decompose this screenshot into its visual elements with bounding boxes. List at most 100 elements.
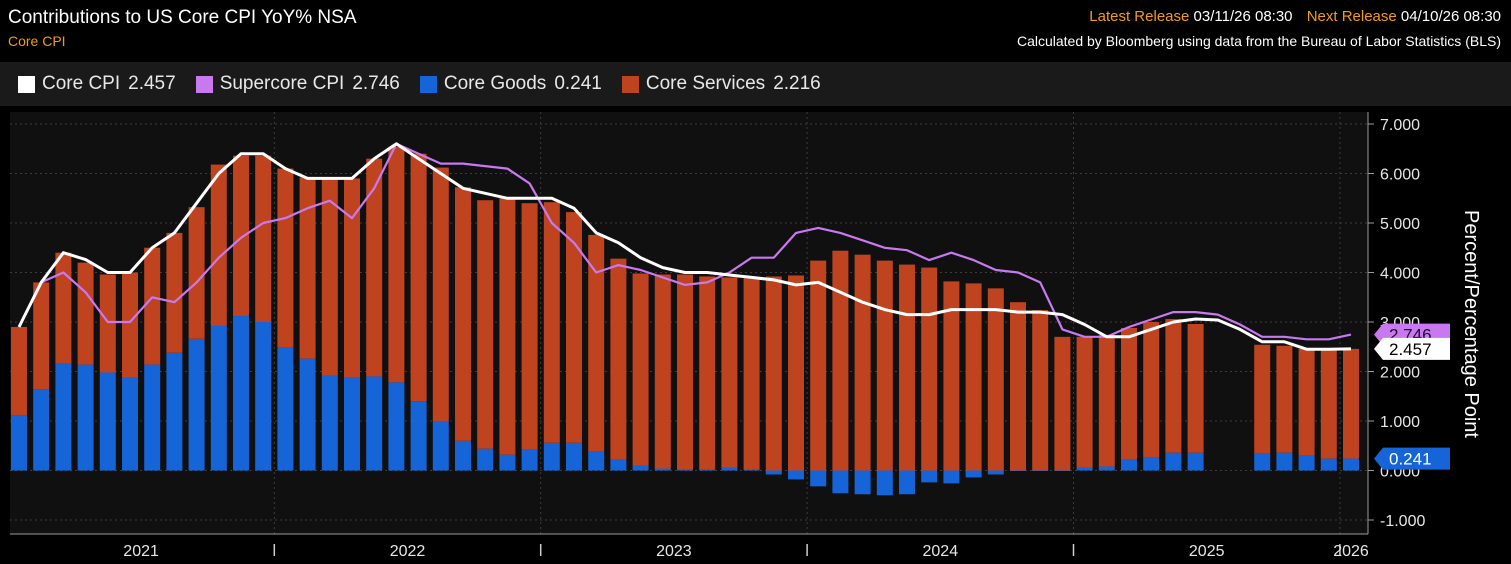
bar-core-goods — [543, 442, 560, 471]
bar-core-services — [854, 254, 871, 471]
bar-core-services — [1032, 310, 1049, 471]
bar-core-services — [566, 212, 582, 443]
bar-core-services — [477, 200, 494, 449]
legend-label: Core Goods — [443, 73, 547, 94]
bar-core-goods — [765, 470, 782, 475]
bar-core-services — [765, 276, 782, 471]
y-tick-label: 2.000 — [1380, 365, 1420, 382]
y-tick-label: 5.000 — [1380, 216, 1420, 233]
bar-core-services — [543, 202, 560, 443]
bar-core-goods — [99, 372, 116, 471]
bar-core-services — [499, 198, 516, 455]
bar-core-services — [810, 260, 827, 471]
next-release-value: 04/10/26 08:30 — [1400, 8, 1501, 25]
legend-label: Core Services — [645, 73, 766, 94]
bar-core-goods — [299, 358, 316, 471]
bar-core-goods — [832, 470, 849, 494]
legend-item-core-goods[interactable]: Core Goods 0.241 — [419, 73, 602, 95]
legend-item-supercore-cpi[interactable]: Supercore CPI 2.746 — [195, 73, 400, 95]
bar-core-goods — [277, 347, 294, 471]
bar-core-goods — [321, 375, 338, 471]
bar-core-services — [943, 281, 960, 471]
y-axis-label: Percent/Percentage Point — [1460, 210, 1482, 438]
bar-core-services — [255, 155, 272, 322]
bar-core-goods — [965, 470, 982, 478]
bar-core-goods — [632, 465, 649, 471]
bar-core-services — [122, 272, 138, 378]
bar-core-services — [1276, 345, 1293, 453]
bar-core-services — [1054, 336, 1071, 471]
bar-core-services — [965, 283, 982, 471]
bar-core-services — [921, 267, 938, 471]
line-core-cpi — [17, 142, 1352, 351]
bar-core-goods — [1343, 458, 1359, 471]
bar-core-goods — [33, 389, 50, 471]
bar-core-services — [788, 275, 804, 471]
bar-core-services — [987, 288, 1004, 471]
bar-core-goods — [521, 449, 538, 471]
bar-core-services — [432, 167, 449, 421]
end-label-tag — [1374, 447, 1450, 470]
bar-core-goods — [743, 469, 760, 471]
bar-core-goods — [610, 459, 627, 471]
bar-core-goods — [55, 363, 72, 471]
bar-core-services — [277, 168, 294, 348]
bar-core-services — [876, 260, 893, 471]
legend-swatch — [621, 75, 639, 93]
latest-release-label: Latest Release — [1089, 8, 1190, 25]
bar-core-goods — [410, 401, 427, 471]
bar-core-goods — [166, 352, 183, 471]
bar-core-goods — [566, 442, 582, 471]
bar-core-services — [1343, 348, 1359, 459]
bar-core-goods — [477, 448, 494, 471]
bar-core-services — [743, 277, 760, 470]
bar-core-services — [1076, 336, 1093, 468]
bar-core-services — [299, 177, 316, 359]
bar-core-goods — [721, 467, 738, 471]
bar-core-services — [144, 247, 161, 365]
bar-core-goods — [210, 325, 227, 471]
bar-core-goods — [188, 338, 205, 471]
bar-core-goods — [255, 322, 272, 471]
bar-core-goods — [366, 376, 383, 471]
bar-core-goods — [1320, 458, 1337, 471]
legend-value: 2.216 — [773, 73, 821, 94]
bar-core-services — [1010, 302, 1026, 471]
bar-core-services — [699, 276, 716, 470]
legend-value: 2.457 — [128, 73, 176, 94]
x-tick-label: 2024 — [923, 543, 959, 560]
y-tick-label: 1.000 — [1380, 414, 1420, 431]
bar-core-goods — [1298, 455, 1315, 471]
bar-core-goods — [233, 316, 249, 471]
bar-core-services — [188, 207, 205, 339]
bar-core-services — [366, 158, 383, 377]
bar-core-services — [455, 187, 471, 441]
bar-core-goods — [921, 470, 938, 483]
bar-core-services — [677, 274, 693, 470]
bar-core-goods — [499, 454, 516, 471]
bar-core-services — [33, 282, 50, 390]
source-note: Calculated by Bloomberg using data from … — [1016, 33, 1501, 49]
bar-core-goods — [943, 470, 960, 484]
bar-core-services — [11, 326, 27, 416]
bar-core-goods — [1032, 470, 1049, 471]
bar-core-goods — [455, 440, 471, 471]
bar-core-goods — [1054, 470, 1071, 471]
bar-core-goods — [788, 470, 804, 480]
bar-core-goods — [1276, 452, 1293, 471]
y-tick-label: 7.000 — [1380, 117, 1420, 134]
legend-item-core-cpi[interactable]: Core CPI 2.457 — [18, 73, 176, 95]
bar-core-goods — [1143, 457, 1160, 471]
bar-core-goods — [588, 451, 605, 471]
bar-core-goods — [699, 469, 716, 471]
x-tick-label: 2023 — [656, 543, 692, 560]
y-axis: -1.0000.0001.0002.0003.0004.0005.0006.00… — [1367, 112, 1425, 534]
legend-item-core-services[interactable]: Core Services 2.216 — [621, 73, 821, 95]
chart-subtitle: Core CPI — [8, 33, 66, 49]
legend-value: 0.241 — [554, 73, 602, 94]
bar-core-services — [321, 178, 338, 376]
bar-core-goods — [11, 415, 27, 471]
end-label-value: 2.457 — [1389, 340, 1432, 359]
release-info: Latest Release 03/11/26 08:30 Next Relea… — [1089, 8, 1501, 25]
bar-core-goods — [677, 469, 693, 471]
